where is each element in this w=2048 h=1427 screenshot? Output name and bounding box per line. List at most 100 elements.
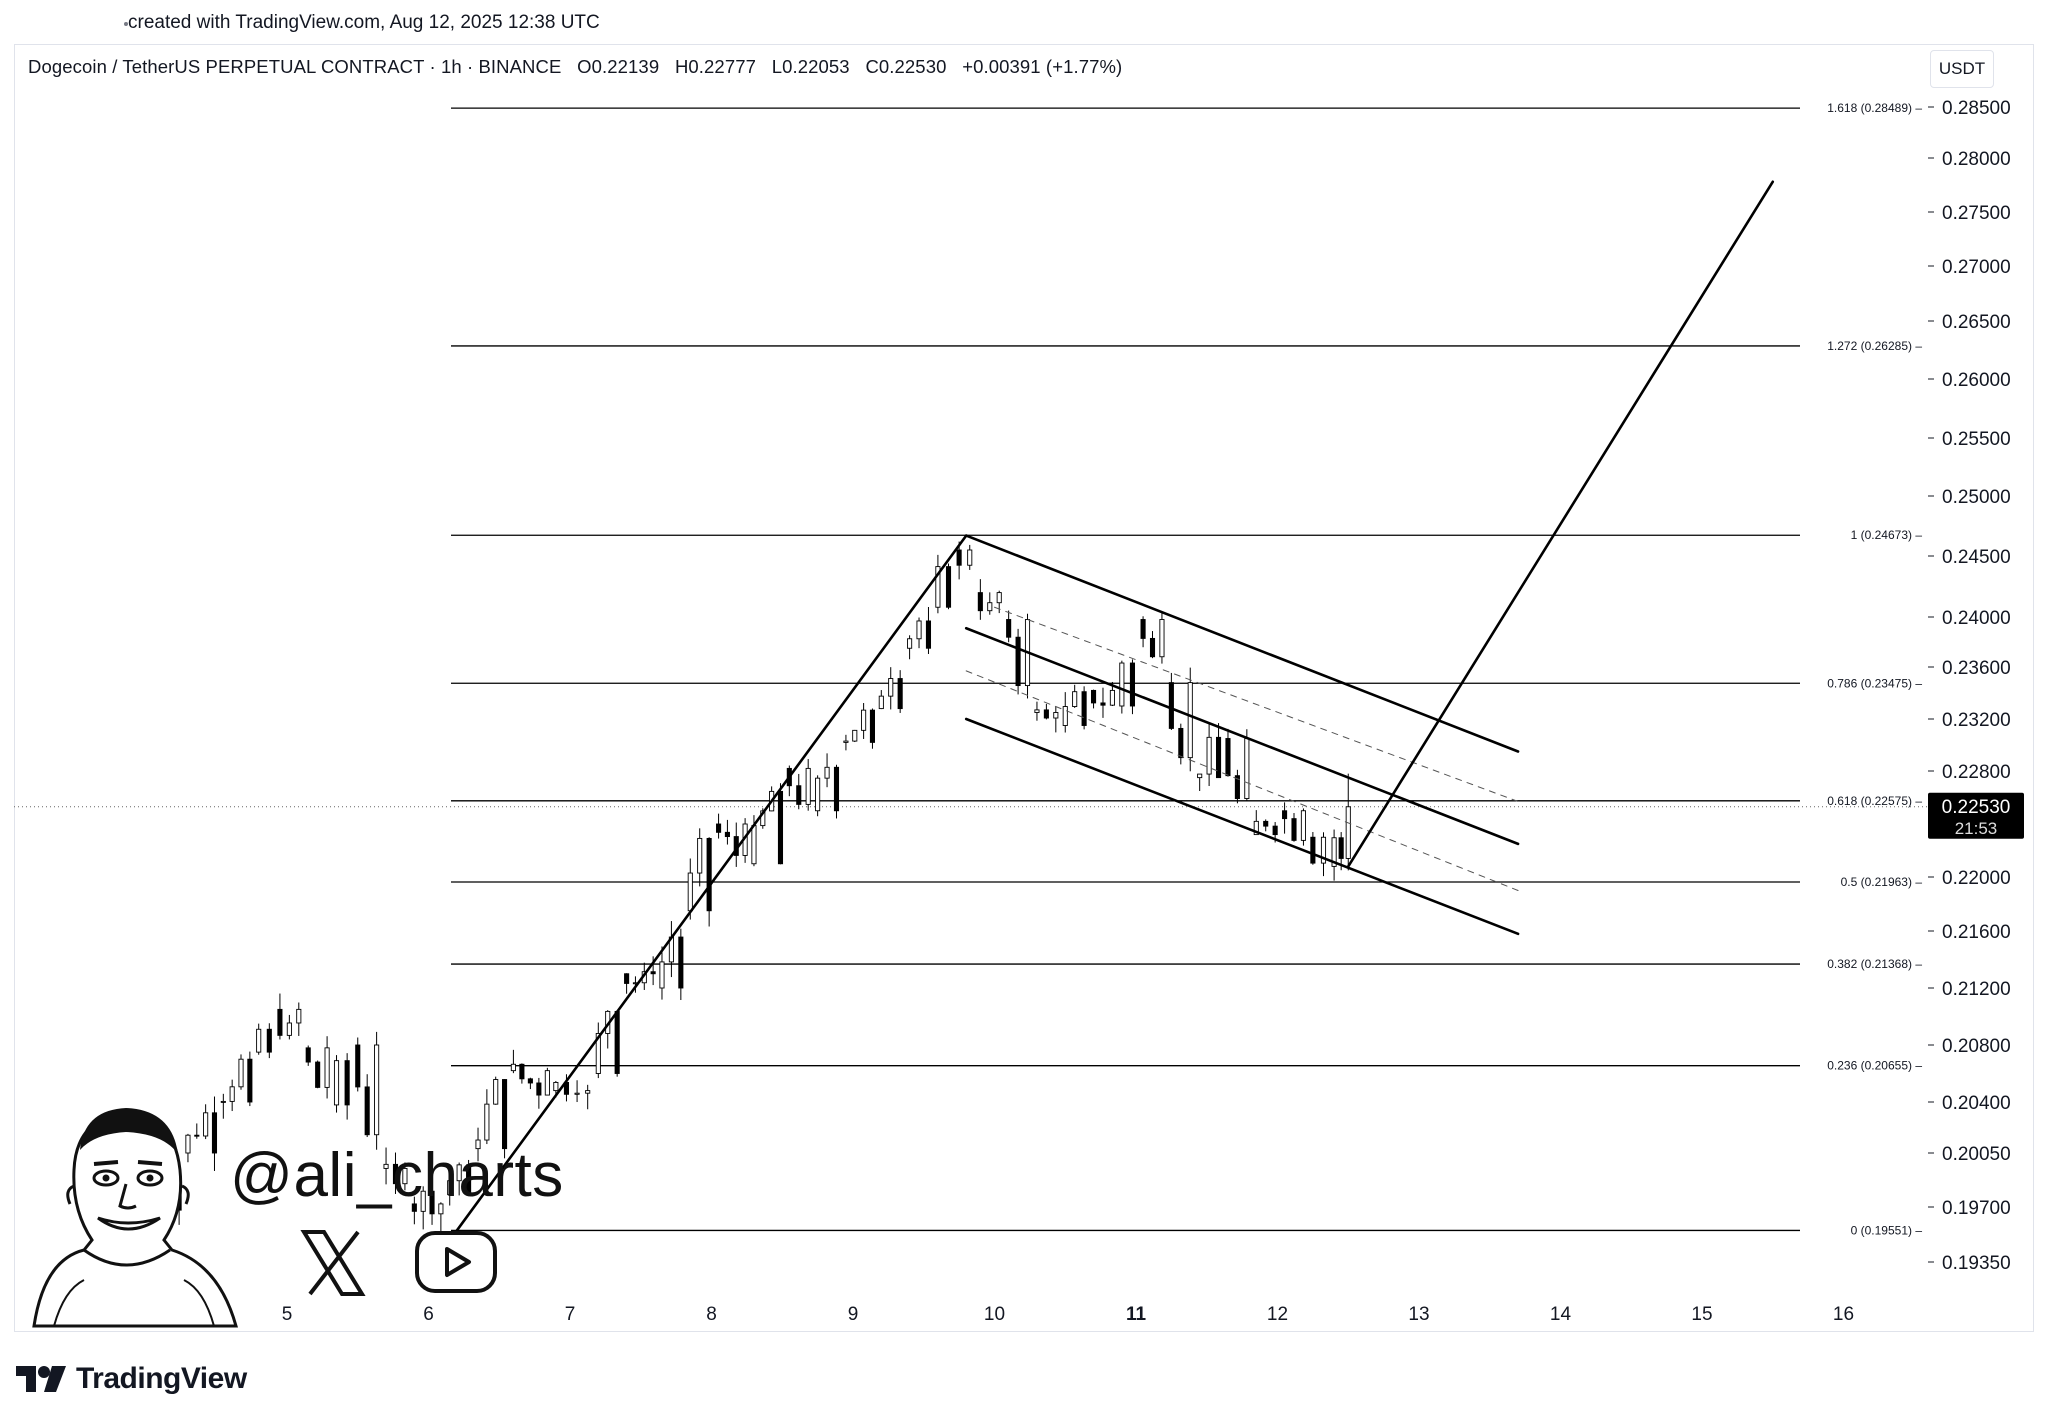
candle-body <box>1149 637 1156 658</box>
y-axis-tick-label: 0.28000 <box>1942 149 2011 170</box>
fib-level-label: 1.618 (0.28489) – <box>1827 101 1922 115</box>
last-price-tag-bg <box>1928 792 2024 839</box>
candle-body <box>1345 806 1351 859</box>
flagpole-line <box>455 534 968 1232</box>
y-axis-tick-label: 0.26500 <box>1942 312 2011 333</box>
candle-body <box>897 678 903 710</box>
candle-body <box>614 1010 620 1074</box>
candle-body <box>1168 682 1174 729</box>
candle-body <box>659 961 665 989</box>
candle-body <box>344 1060 350 1106</box>
candle-body <box>383 1163 389 1169</box>
ohlc-low: L0.22053 <box>771 56 850 77</box>
channel-dashed-upper-line <box>994 606 1519 802</box>
candle-body <box>355 1044 361 1088</box>
channel-lower-line <box>964 717 1520 936</box>
candle-body <box>1119 662 1125 707</box>
candle-body <box>833 766 840 812</box>
candle-body <box>888 678 894 697</box>
candle-body <box>996 592 1002 604</box>
candle-body <box>185 1134 191 1154</box>
candle-body <box>296 1008 302 1024</box>
y-axis-tick-label: 0.26000 <box>1942 370 2011 391</box>
price-chart[interactable]: 1.618 (0.28489) – 1.272 (0.26285) – 1 (0.2… <box>0 0 2048 1340</box>
x-axis-tick-label: 6 <box>423 1304 434 1325</box>
candle-body <box>475 1139 481 1150</box>
attribution-text: created with TradingView.com, Aug 12, 20… <box>128 12 600 33</box>
candle-body <box>1225 738 1231 777</box>
watermark-handle: @ali_charts <box>230 1141 564 1210</box>
candle-body <box>945 566 952 608</box>
x-axis-tick-label: 11 <box>1126 1304 1147 1325</box>
x-axis-tick-label: 10 <box>984 1304 1005 1325</box>
candle-body <box>1338 837 1344 859</box>
candle-body <box>493 1079 499 1105</box>
candle-body <box>277 1008 283 1036</box>
tradingview-logo[interactable]: TradingView <box>16 1362 247 1396</box>
candle-body <box>585 1090 591 1094</box>
candle-body <box>447 1180 453 1196</box>
candle-body <box>907 638 913 649</box>
attribution-dot <box>124 22 128 26</box>
candle-body <box>916 620 922 640</box>
candle-body <box>536 1082 542 1096</box>
candle-body <box>861 709 867 731</box>
channel-middle-line <box>964 626 1520 846</box>
candle-body <box>519 1063 525 1080</box>
candle-body <box>815 777 821 812</box>
candle-body <box>1244 738 1250 800</box>
symbol-title[interactable]: Dogecoin / TetherUS PERPETUAL CONTRACT ·… <box>28 56 562 77</box>
candle-body <box>751 825 757 865</box>
x-axis-tick-label: 15 <box>1691 1304 1712 1325</box>
y-axis-tick-label: 0.21600 <box>1942 922 2011 943</box>
candle-body <box>527 1078 533 1084</box>
candle-body <box>203 1112 209 1137</box>
y-axis-tick-label: 0.22000 <box>1942 868 2011 889</box>
candle-body <box>544 1070 550 1096</box>
candle-body <box>843 740 849 743</box>
candle-body <box>402 1167 408 1185</box>
y-axis-tick-label: 0.21200 <box>1942 979 2011 1000</box>
candle-body <box>1034 709 1040 713</box>
last-price-value: 0.22530 <box>1942 797 2011 818</box>
candle-body <box>624 973 630 984</box>
y-axis-tick-label: 0.27000 <box>1942 257 2011 278</box>
candle-body <box>852 729 858 742</box>
candle-body <box>977 592 983 612</box>
candle-body <box>1100 702 1106 706</box>
candle-body <box>1072 691 1078 707</box>
fib-level-label: 0.236 (0.20655) – <box>1827 1059 1922 1073</box>
candle-body <box>987 602 993 612</box>
y-axis-tick-label: 0.25000 <box>1942 487 2011 508</box>
candle-body <box>878 695 884 710</box>
x-axis-tick-label: 8 <box>706 1304 717 1325</box>
candle-body <box>315 1061 321 1088</box>
candle-body <box>429 1190 435 1215</box>
candle-body <box>247 1058 253 1103</box>
candle-body <box>935 566 941 608</box>
candle-body <box>1331 837 1337 867</box>
candle-body <box>1140 619 1146 639</box>
candle-body <box>305 1047 311 1063</box>
candle-body <box>1081 691 1087 726</box>
fib-level-label: 0.5 (0.21963) – <box>1841 875 1923 889</box>
candle-body <box>456 1164 462 1182</box>
candle-body <box>760 810 766 827</box>
fib-level-label: 0.786 (0.23475) – <box>1827 676 1922 690</box>
candle-body <box>1062 706 1068 726</box>
candle-body <box>1253 820 1259 836</box>
candle-body <box>220 1100 226 1103</box>
x-axis-tick-label: 9 <box>848 1304 859 1325</box>
candle-body <box>553 1081 559 1092</box>
y-axis-tick-label: 0.23600 <box>1942 658 2011 679</box>
currency-button[interactable]: USDT <box>1930 50 1994 88</box>
candle-body <box>333 1060 340 1106</box>
x-axis-tick-label: 7 <box>565 1304 576 1325</box>
candle-body <box>1263 820 1269 827</box>
candle-body <box>1187 682 1193 759</box>
fib-level-label: 0.618 (0.22575) – <box>1827 794 1922 808</box>
candle-body <box>1282 810 1288 820</box>
candle-body <box>266 1028 272 1053</box>
channel-dashed-lower-line <box>965 670 1519 891</box>
candle-body <box>678 936 684 989</box>
